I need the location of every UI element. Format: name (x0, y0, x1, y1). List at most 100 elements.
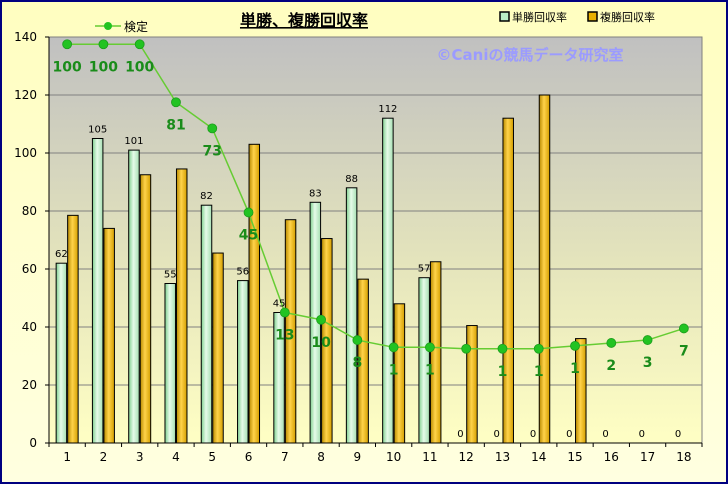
x-tick-label: 5 (208, 450, 216, 464)
legend-line-label: 検定 (124, 19, 148, 34)
line-marker (570, 340, 580, 351)
bar-win (200, 204, 213, 444)
data-label-line: 100 (89, 59, 118, 75)
x-tick-label: 1 (63, 450, 71, 464)
x-tick-label: 10 (386, 450, 401, 464)
watermark-text: ©Caniの競馬データ研究室 (437, 46, 624, 64)
bar-win (273, 312, 285, 444)
bar-place (175, 168, 188, 444)
data-label-win: 82 (200, 191, 213, 202)
data-label-win: 83 (309, 188, 322, 199)
line-marker (316, 314, 326, 325)
data-label-line: 2 (606, 358, 616, 374)
bar-place (67, 214, 79, 444)
y-tick-label: 20 (22, 378, 37, 392)
data-label-line: 81 (166, 117, 185, 133)
x-tick-label: 9 (354, 450, 362, 464)
data-label-win: 57 (418, 264, 431, 275)
x-tick-label: 13 (495, 450, 510, 464)
y-tick-label: 0 (29, 436, 37, 450)
line-marker (171, 97, 181, 108)
bar-place (575, 338, 587, 444)
legend: 単勝回収率 複勝回収率 (499, 10, 655, 24)
data-label-win: 0 (566, 429, 572, 440)
bar-win (418, 277, 430, 444)
bar-win (128, 149, 140, 444)
x-tick-label: 4 (172, 450, 180, 464)
bar-place (284, 219, 297, 444)
data-label-win: 0 (675, 429, 681, 440)
y-tick-label: 100 (14, 146, 37, 160)
legend-label-place: 複勝回収率 (600, 10, 655, 24)
data-label-win: 56 (236, 267, 249, 278)
bar-place (139, 174, 152, 444)
x-tick-label: 8 (317, 450, 325, 464)
line-series (62, 39, 689, 354)
bar-win (91, 138, 104, 444)
line-marker (279, 307, 290, 318)
data-label-line: 13 (275, 328, 294, 344)
bar-place (357, 278, 369, 444)
bar-place (212, 252, 224, 444)
legend-swatch-win (499, 11, 510, 22)
line-marker (62, 39, 73, 50)
y-tick-label: 40 (22, 320, 37, 334)
data-label-win: 0 (530, 429, 536, 440)
x-tick-label: 12 (459, 450, 474, 464)
bar-win (382, 117, 394, 444)
data-label-win: 88 (345, 174, 358, 185)
x-tick-label: 14 (531, 450, 546, 464)
bar-place (393, 303, 406, 444)
bar-win (345, 187, 358, 444)
bar-win (237, 280, 249, 444)
y-tick-label: 80 (22, 204, 37, 218)
bars (55, 94, 587, 444)
bar-place (321, 238, 333, 444)
y-axis: 0 20 40 60 80 100 120 140 (14, 30, 50, 450)
legend-line-entry: 検定 (95, 19, 148, 34)
line-marker (98, 39, 109, 50)
line-marker (207, 123, 218, 134)
data-label-line: 1 (389, 362, 399, 378)
x-tick-label: 7 (281, 450, 289, 464)
line-marker (497, 343, 508, 354)
bar-place (538, 94, 551, 444)
data-label-line: 8 (352, 355, 362, 371)
line-marker (425, 342, 435, 353)
x-tick-label: 2 (100, 450, 108, 464)
gridlines (49, 94, 702, 386)
line-marker (243, 207, 254, 218)
line-marker (461, 343, 472, 354)
series-line (67, 43, 685, 350)
data-label-win: 0 (494, 429, 500, 440)
x-tick-label: 3 (136, 450, 144, 464)
line-marker (678, 323, 689, 334)
line-marker (352, 335, 363, 345)
chart-title: 単勝、複勝回収率 (240, 11, 368, 30)
x-tick-label: 6 (245, 450, 253, 464)
data-label-line: 100 (53, 59, 82, 75)
x-tick-label: 11 (422, 450, 437, 464)
y-tick-label: 120 (14, 88, 37, 102)
line-marker (388, 342, 399, 353)
data-label-win: 0 (457, 429, 463, 440)
bar-win (164, 283, 176, 444)
x-tick-label: 16 (604, 450, 619, 464)
data-label-line: 45 (239, 227, 258, 243)
bar-place (466, 325, 478, 444)
data-label-line: 73 (203, 143, 222, 159)
x-tick-label: 17 (640, 450, 655, 464)
line-marker (606, 338, 617, 348)
plot-area (48, 36, 703, 444)
data-label-win: 45 (273, 299, 286, 310)
data-label-win: 112 (378, 104, 397, 115)
data-label-line: 7 (679, 343, 689, 359)
y-tick-label: 140 (14, 30, 37, 44)
legend-label-win: 単勝回収率 (512, 10, 567, 24)
data-label-line: 1 (534, 364, 544, 380)
legend-swatch-place (587, 11, 598, 22)
bar-place (248, 143, 261, 444)
